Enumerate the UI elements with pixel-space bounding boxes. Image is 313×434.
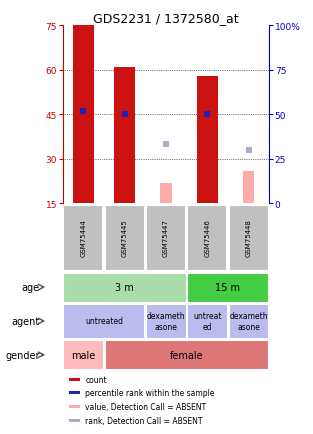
Bar [187,273,268,302]
Bar [229,205,268,271]
Bar [69,405,80,408]
Bar [64,205,102,271]
Text: GSM75448: GSM75448 [245,219,252,257]
Bar [187,205,226,271]
Bar [69,378,80,381]
Text: value, Detection Call = ABSENT: value, Detection Call = ABSENT [85,402,207,411]
Text: dexameth
asone: dexameth asone [229,312,268,331]
Bar [69,391,80,395]
Bar [64,273,186,302]
Bar [187,304,227,339]
Text: male: male [71,350,95,360]
Text: GSM75444: GSM75444 [80,219,86,257]
Text: dexameth
asone: dexameth asone [146,312,185,331]
Text: GSM75445: GSM75445 [121,219,128,257]
Bar [114,68,135,204]
Text: 3 m: 3 m [115,283,134,293]
Bar [160,183,172,204]
Bar [229,304,268,339]
Text: agent: agent [12,316,40,326]
Text: age: age [22,283,40,293]
Text: gender: gender [5,350,40,360]
Text: percentile rank within the sample: percentile rank within the sample [85,388,215,398]
Text: GSM75447: GSM75447 [163,219,169,257]
Text: GSM75446: GSM75446 [204,219,210,257]
Bar [64,341,103,369]
Text: count: count [85,375,107,384]
Bar [105,341,268,369]
Bar [64,304,144,339]
Text: untreat
ed: untreat ed [193,312,222,331]
Bar [243,171,254,204]
Text: 15 m: 15 m [215,283,240,293]
Text: untreated: untreated [85,317,123,326]
Bar [146,304,186,339]
Text: female: female [170,350,203,360]
Bar [69,418,80,422]
Title: GDS2231 / 1372580_at: GDS2231 / 1372580_at [93,12,239,25]
Bar [73,26,94,204]
Bar [105,205,144,271]
Bar [197,76,218,204]
Text: rank, Detection Call = ABSENT: rank, Detection Call = ABSENT [85,416,203,424]
Bar [146,205,185,271]
